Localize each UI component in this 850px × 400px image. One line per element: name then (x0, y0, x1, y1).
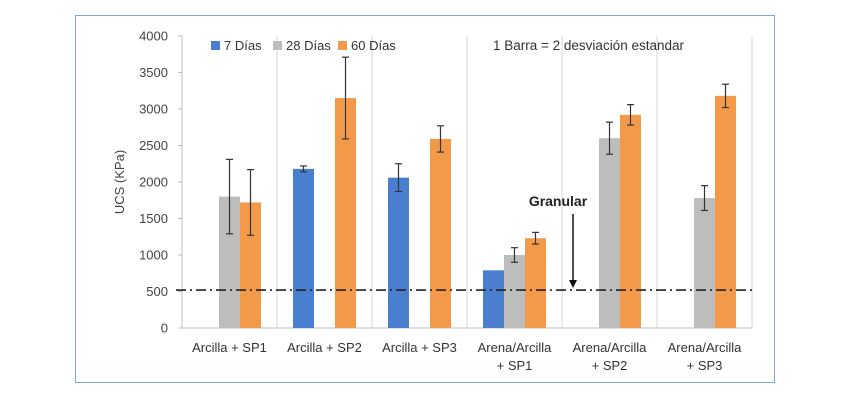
category-label: Arena/Arcilla (573, 340, 647, 355)
bar-3-4 (525, 238, 546, 328)
bar-1-3 (388, 177, 409, 328)
annotation-label: Granular (529, 193, 588, 209)
legend-label-1: 7 Días (224, 38, 262, 53)
bar-3-1 (240, 202, 261, 328)
y-tick-label: 1500 (139, 211, 168, 226)
legend-label-2: 28 Días (286, 38, 331, 53)
y-tick-label: 4000 (139, 29, 168, 44)
legend-swatch-2 (273, 41, 282, 50)
bar-2-1 (219, 196, 240, 328)
category-label: + SP3 (687, 358, 723, 373)
category-label: Arcilla + SP3 (382, 340, 457, 355)
annotation-arrow-head (569, 280, 577, 289)
bar-2-5 (599, 138, 620, 328)
bar-3-3 (430, 138, 451, 328)
bar-1-4 (483, 270, 504, 328)
category-label: + SP2 (592, 358, 628, 373)
y-tick-label: 2500 (139, 138, 168, 153)
bar-3-5 (620, 114, 641, 328)
bar-2-6 (694, 198, 715, 328)
bar-1-2 (293, 168, 314, 328)
y-tick-label: 1000 (139, 248, 168, 263)
y-tick-label: 0 (161, 321, 168, 336)
y-tick-label: 500 (146, 284, 168, 299)
bar-3-2 (335, 98, 356, 328)
legend-swatch-3 (338, 41, 347, 50)
y-tick-label: 2000 (139, 175, 168, 190)
legend-swatch-1 (211, 41, 220, 50)
y-tick-label: 3000 (139, 102, 168, 117)
y-axis-title: UCS (KPa) (112, 150, 127, 214)
category-label: + SP1 (497, 358, 533, 373)
chart-note: 1 Barra = 2 desviación estandar (493, 38, 684, 53)
category-label: Arena/Arcilla (478, 340, 552, 355)
category-label: Arcilla + SP2 (287, 340, 362, 355)
bar-3-6 (715, 95, 736, 328)
category-label: Arena/Arcilla (668, 340, 742, 355)
bar-2-4 (504, 255, 525, 328)
legend-label-3: 60 Días (351, 38, 396, 53)
category-label: Arcilla + SP1 (192, 340, 267, 355)
chart-frame (75, 15, 775, 383)
y-tick-label: 3500 (139, 65, 168, 80)
